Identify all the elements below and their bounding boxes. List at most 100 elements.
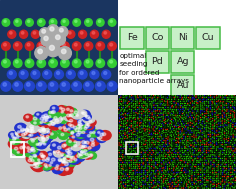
Point xyxy=(148,143,152,146)
Point xyxy=(129,184,133,187)
Point xyxy=(223,130,227,133)
Point xyxy=(195,101,199,104)
Point xyxy=(121,135,125,138)
Circle shape xyxy=(48,119,55,125)
Point xyxy=(226,102,230,105)
Point xyxy=(117,173,121,176)
Circle shape xyxy=(51,158,55,161)
Point xyxy=(121,155,125,158)
Point xyxy=(161,180,165,184)
Point xyxy=(145,179,149,182)
Point xyxy=(207,159,211,162)
Point xyxy=(147,110,151,113)
Point xyxy=(135,169,139,172)
Point xyxy=(221,155,225,158)
Point xyxy=(124,171,127,174)
Point xyxy=(131,182,135,185)
Point xyxy=(223,146,227,149)
Point xyxy=(196,141,200,144)
Point xyxy=(193,173,197,176)
Point xyxy=(138,110,142,113)
Point xyxy=(213,110,217,113)
Circle shape xyxy=(60,81,70,91)
Point xyxy=(202,130,206,133)
Circle shape xyxy=(58,157,70,167)
Point xyxy=(209,178,213,181)
Point xyxy=(201,113,204,116)
Point xyxy=(220,176,224,179)
Point xyxy=(164,155,167,158)
Point xyxy=(201,98,205,101)
Point xyxy=(190,173,194,176)
Point xyxy=(215,179,219,182)
Point xyxy=(170,100,173,103)
Point xyxy=(200,159,204,162)
Point xyxy=(206,180,210,184)
Point xyxy=(174,119,177,122)
Point xyxy=(129,155,133,158)
Point xyxy=(177,134,180,137)
Point xyxy=(140,179,143,182)
Circle shape xyxy=(15,60,18,63)
Point xyxy=(182,169,185,172)
Point xyxy=(121,134,125,137)
Circle shape xyxy=(60,168,64,171)
Bar xyxy=(146,27,169,49)
Point xyxy=(152,125,156,129)
Point xyxy=(227,135,231,138)
Circle shape xyxy=(21,71,24,74)
Circle shape xyxy=(102,30,110,38)
Point xyxy=(137,149,141,153)
Point xyxy=(164,141,168,144)
Point xyxy=(213,115,217,118)
Circle shape xyxy=(54,163,62,170)
Bar xyxy=(196,27,220,49)
Point xyxy=(223,175,226,178)
Point xyxy=(186,167,190,170)
Point xyxy=(180,133,184,136)
Point xyxy=(202,100,206,103)
Point xyxy=(201,174,205,177)
Point xyxy=(192,134,196,137)
Point xyxy=(211,185,215,188)
Point xyxy=(156,179,160,182)
Point xyxy=(192,98,196,101)
Point xyxy=(165,163,169,166)
Point xyxy=(233,109,236,112)
Point xyxy=(189,125,192,128)
Circle shape xyxy=(9,71,13,74)
Point xyxy=(178,128,182,131)
Point xyxy=(156,112,160,115)
Point xyxy=(212,159,216,162)
Point xyxy=(219,165,223,168)
Circle shape xyxy=(82,131,85,133)
Point xyxy=(220,119,224,122)
Point xyxy=(117,151,121,154)
Circle shape xyxy=(67,167,69,169)
Point xyxy=(164,115,167,119)
Point xyxy=(150,105,153,108)
Point xyxy=(125,134,129,137)
Circle shape xyxy=(48,156,61,166)
Point xyxy=(200,153,204,156)
Point xyxy=(154,183,158,186)
Point xyxy=(189,165,193,168)
Point xyxy=(211,133,214,136)
Point xyxy=(146,96,150,99)
Point xyxy=(193,113,197,116)
Point xyxy=(178,133,182,136)
Point xyxy=(172,124,176,127)
Point xyxy=(194,169,198,172)
Point xyxy=(163,100,166,103)
Point xyxy=(178,175,182,178)
Point xyxy=(158,164,161,167)
Point xyxy=(174,185,178,188)
Point xyxy=(212,100,216,103)
Point xyxy=(180,114,184,117)
Point xyxy=(132,127,136,130)
Point xyxy=(150,116,154,119)
Point xyxy=(219,96,223,99)
Point xyxy=(206,173,210,176)
Circle shape xyxy=(48,115,51,118)
Point xyxy=(170,164,174,167)
